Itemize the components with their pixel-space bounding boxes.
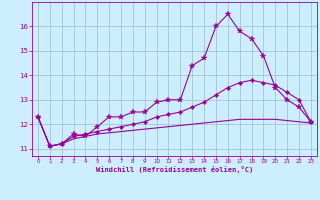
X-axis label: Windchill (Refroidissement éolien,°C): Windchill (Refroidissement éolien,°C) (96, 166, 253, 173)
